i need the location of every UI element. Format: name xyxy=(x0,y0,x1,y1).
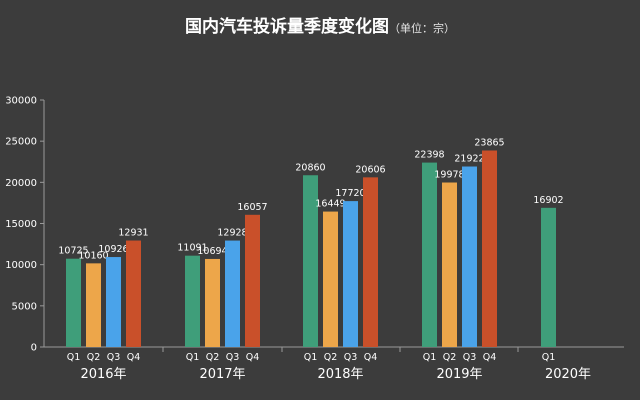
y-tick-label: 15000 xyxy=(5,219,37,230)
quarter-label: Q4 xyxy=(127,352,141,363)
bar-value-label: 21922 xyxy=(454,154,484,165)
y-tick-label: 30000 xyxy=(5,96,37,107)
bar-value-label: 11091 xyxy=(177,243,207,254)
bar-2016年-Q1 xyxy=(66,258,81,347)
bar-value-label: 16902 xyxy=(533,195,563,206)
bar-value-label: 20860 xyxy=(295,162,325,173)
bar-value-label: 17720 xyxy=(335,188,365,199)
bar-2019年-Q3 xyxy=(462,166,477,347)
y-tick-label: 10000 xyxy=(5,260,37,271)
quarter-label: Q3 xyxy=(463,352,477,363)
bar-value-label: 16057 xyxy=(237,202,267,213)
quarter-label: Q2 xyxy=(206,352,220,363)
quarter-label: Q2 xyxy=(87,352,101,363)
bar-2016年-Q4 xyxy=(126,240,141,347)
y-tick-label: 5000 xyxy=(12,301,37,312)
quarter-label: Q4 xyxy=(483,352,497,363)
bar-2018年-Q2 xyxy=(323,211,338,347)
bar-value-label: 19978 xyxy=(434,170,464,181)
quarter-label: Q1 xyxy=(423,352,437,363)
bar-value-label: 10160 xyxy=(78,250,108,261)
bar-value-label: 10725 xyxy=(58,246,88,257)
bar-2017年-Q2 xyxy=(205,258,220,347)
quarter-label: Q1 xyxy=(304,352,318,363)
quarter-label: Q2 xyxy=(443,352,457,363)
quarter-label: Q4 xyxy=(246,352,260,363)
bar-value-label: 10694 xyxy=(197,246,227,257)
quarter-label: Q1 xyxy=(186,352,200,363)
bar-2019年-Q4 xyxy=(482,150,497,347)
quarter-label: Q1 xyxy=(542,352,556,363)
bar-2016年-Q2 xyxy=(86,263,101,347)
bar-2020年-Q1 xyxy=(541,207,556,347)
year-label: 2019年 xyxy=(436,367,482,382)
bar-value-label: 22398 xyxy=(414,150,444,161)
y-tick-label: 0 xyxy=(31,343,37,354)
quarter-label: Q2 xyxy=(324,352,338,363)
quarter-label: Q3 xyxy=(107,352,121,363)
chart-title-unit: （单位：宗） xyxy=(389,22,455,35)
bar-value-label: 10926 xyxy=(98,244,128,255)
bar-2018年-Q1 xyxy=(303,175,318,347)
bar-2019年-Q2 xyxy=(442,182,457,347)
bar-2017年-Q4 xyxy=(245,214,260,347)
y-tick-label: 20000 xyxy=(5,178,37,189)
year-label: 2017年 xyxy=(199,367,245,382)
chart-title-main: 国内汽车投诉量季度变化图 xyxy=(185,17,389,37)
bar-value-label: 16449 xyxy=(315,199,345,210)
bar-2018年-Q3 xyxy=(343,201,358,347)
year-label: 2018年 xyxy=(317,367,363,382)
bar-2017年-Q1 xyxy=(185,255,200,347)
bar-value-label: 12931 xyxy=(118,228,148,239)
chart-title: 国内汽车投诉量季度变化图（单位：宗） xyxy=(0,12,640,37)
year-label: 2020年 xyxy=(545,367,591,382)
bar-2017年-Q3 xyxy=(225,240,240,347)
quarter-label: Q3 xyxy=(226,352,240,363)
quarter-label: Q3 xyxy=(344,352,358,363)
quarter-label: Q1 xyxy=(67,352,81,363)
bar-2019年-Q1 xyxy=(422,162,437,347)
bar-2016年-Q3 xyxy=(106,257,121,347)
bar-value-label: 23865 xyxy=(474,138,504,149)
quarter-label: Q4 xyxy=(364,352,378,363)
y-tick-label: 25000 xyxy=(5,137,37,148)
year-label: 2016年 xyxy=(80,367,126,382)
bar-value-label: 12928 xyxy=(217,228,247,239)
bar-2018年-Q4 xyxy=(363,177,378,347)
bar-value-label: 20606 xyxy=(355,164,385,175)
